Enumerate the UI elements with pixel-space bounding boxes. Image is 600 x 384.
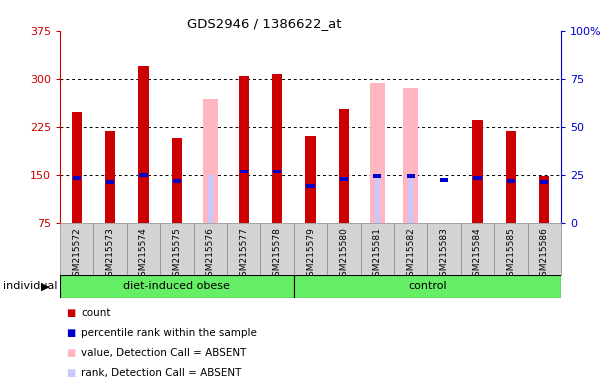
Text: GSM215581: GSM215581 bbox=[373, 227, 382, 282]
FancyBboxPatch shape bbox=[327, 223, 361, 275]
Bar bbox=[203, 99, 218, 223]
Text: GSM215573: GSM215573 bbox=[106, 227, 115, 282]
Text: ■: ■ bbox=[66, 368, 75, 378]
Text: count: count bbox=[81, 308, 110, 318]
FancyBboxPatch shape bbox=[361, 223, 394, 275]
Text: diet-induced obese: diet-induced obese bbox=[124, 281, 230, 291]
FancyBboxPatch shape bbox=[127, 223, 160, 275]
Bar bbox=[172, 137, 182, 223]
Text: GSM215575: GSM215575 bbox=[172, 227, 181, 282]
Text: GSM215576: GSM215576 bbox=[206, 227, 215, 282]
Text: GSM215579: GSM215579 bbox=[306, 227, 315, 282]
Bar bbox=[375, 176, 380, 223]
FancyBboxPatch shape bbox=[427, 223, 461, 275]
Text: GSM215580: GSM215580 bbox=[340, 227, 349, 282]
Bar bbox=[139, 173, 148, 177]
Text: GSM215582: GSM215582 bbox=[406, 227, 415, 281]
FancyBboxPatch shape bbox=[160, 223, 194, 275]
FancyBboxPatch shape bbox=[60, 223, 94, 275]
Bar bbox=[539, 176, 550, 223]
Text: individual: individual bbox=[3, 281, 58, 291]
FancyBboxPatch shape bbox=[461, 223, 494, 275]
Text: GSM215578: GSM215578 bbox=[272, 227, 281, 282]
Bar bbox=[440, 178, 448, 182]
FancyBboxPatch shape bbox=[60, 275, 294, 298]
Bar bbox=[139, 66, 149, 223]
Text: GSM215577: GSM215577 bbox=[239, 227, 248, 282]
FancyBboxPatch shape bbox=[227, 223, 260, 275]
Bar bbox=[506, 131, 516, 223]
Bar bbox=[340, 177, 348, 181]
Bar bbox=[373, 174, 382, 178]
Bar bbox=[239, 170, 248, 174]
Text: ■: ■ bbox=[66, 308, 75, 318]
FancyBboxPatch shape bbox=[294, 223, 327, 275]
Text: GSM215572: GSM215572 bbox=[72, 227, 81, 281]
Bar bbox=[239, 76, 249, 223]
Text: control: control bbox=[408, 281, 447, 291]
Text: ■: ■ bbox=[66, 348, 75, 358]
Bar bbox=[473, 176, 482, 180]
Bar bbox=[106, 180, 114, 184]
FancyBboxPatch shape bbox=[394, 223, 427, 275]
Bar bbox=[472, 120, 482, 223]
Bar bbox=[307, 184, 314, 187]
Bar bbox=[339, 109, 349, 223]
Bar bbox=[173, 179, 181, 183]
Bar bbox=[403, 88, 418, 223]
Bar bbox=[540, 180, 548, 184]
FancyBboxPatch shape bbox=[294, 275, 561, 298]
FancyBboxPatch shape bbox=[194, 223, 227, 275]
FancyBboxPatch shape bbox=[494, 223, 527, 275]
Bar bbox=[105, 131, 115, 223]
Text: GSM215586: GSM215586 bbox=[540, 227, 549, 282]
Text: GSM215585: GSM215585 bbox=[506, 227, 515, 282]
Text: GSM215574: GSM215574 bbox=[139, 227, 148, 281]
FancyBboxPatch shape bbox=[527, 223, 561, 275]
Text: rank, Detection Call = ABSENT: rank, Detection Call = ABSENT bbox=[81, 368, 241, 378]
Bar bbox=[407, 174, 415, 178]
Text: ▶: ▶ bbox=[41, 281, 49, 291]
Text: GSM215583: GSM215583 bbox=[440, 227, 449, 282]
FancyBboxPatch shape bbox=[260, 223, 294, 275]
Text: GSM215584: GSM215584 bbox=[473, 227, 482, 281]
Bar bbox=[71, 112, 82, 223]
FancyBboxPatch shape bbox=[94, 223, 127, 275]
Text: percentile rank within the sample: percentile rank within the sample bbox=[81, 328, 257, 338]
Bar bbox=[408, 176, 413, 223]
Text: ■: ■ bbox=[66, 328, 75, 338]
Bar bbox=[272, 74, 282, 223]
Bar bbox=[507, 179, 515, 183]
Bar bbox=[305, 136, 316, 223]
Bar bbox=[273, 170, 281, 174]
Bar bbox=[208, 175, 213, 223]
Bar bbox=[73, 176, 81, 180]
Text: value, Detection Call = ABSENT: value, Detection Call = ABSENT bbox=[81, 348, 247, 358]
Bar bbox=[370, 83, 385, 223]
Text: GDS2946 / 1386622_at: GDS2946 / 1386622_at bbox=[187, 17, 341, 30]
